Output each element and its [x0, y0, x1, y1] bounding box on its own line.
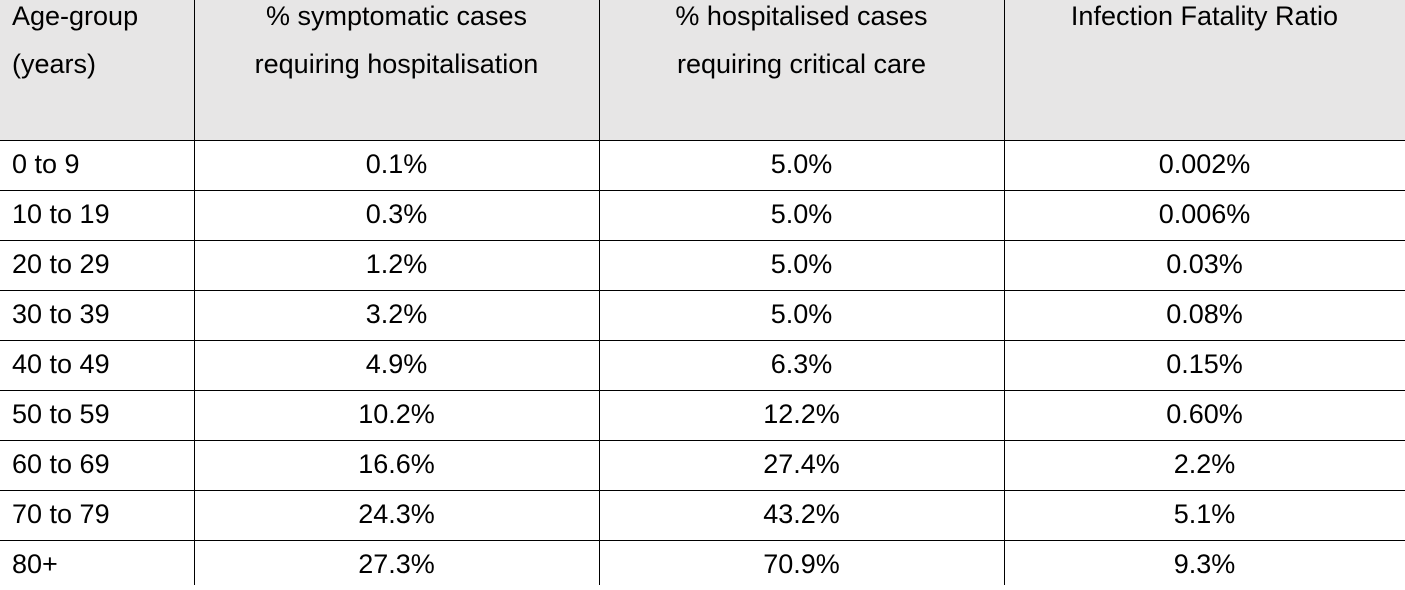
header-text: Age-group: [12, 1, 139, 31]
table-cell: 12.2%: [763, 399, 840, 429]
header-text: Infection Fatality Ratio: [1070, 1, 1339, 31]
table-cell: 6.3%: [770, 349, 833, 379]
table-cell: 0.1%: [365, 149, 428, 179]
table-cell: 2.2%: [1173, 449, 1236, 479]
table-cell: 70.9%: [763, 549, 840, 579]
table-cell: 10.2%: [358, 399, 435, 429]
table-cell: 0.03%: [1166, 249, 1243, 279]
header-text: % hospitalised cases: [675, 1, 928, 31]
row-label: 80+: [12, 549, 58, 579]
row-border: [0, 240, 1405, 241]
table-cell: 4.9%: [365, 349, 428, 379]
table-cell: 0.006%: [1158, 199, 1251, 229]
table-cell: 3.2%: [365, 299, 428, 329]
row-label: 70 to 79: [12, 499, 110, 529]
table-cell: 5.1%: [1173, 499, 1236, 529]
table-cell: 43.2%: [763, 499, 840, 529]
header-text: (years): [12, 49, 97, 79]
row-border: [0, 390, 1405, 391]
row-border: [0, 490, 1405, 491]
row-border: [0, 190, 1405, 191]
table-cell: 5.0%: [770, 149, 833, 179]
table-cell: 0.002%: [1158, 149, 1251, 179]
header-cell: % symptomatic cases requiring hospitalisa…: [194, 0, 599, 140]
row-border: [0, 140, 1405, 141]
header-cell: Age-group (years): [0, 0, 194, 140]
table-cell: 16.6%: [358, 449, 435, 479]
header-text: requiring critical care: [676, 49, 927, 79]
column-border: [1004, 0, 1005, 585]
table-cell: 0.15%: [1166, 349, 1243, 379]
table-cell: 1.2%: [365, 249, 428, 279]
table-cell: 27.3%: [358, 549, 435, 579]
row-label: 30 to 39: [12, 299, 110, 329]
row-border: [0, 290, 1405, 291]
row-label: 10 to 19: [12, 199, 110, 229]
row-label: 50 to 59: [12, 399, 110, 429]
table-cell: 5.0%: [770, 249, 833, 279]
row-label: 40 to 49: [12, 349, 110, 379]
header-text: requiring hospitalisation: [254, 49, 539, 79]
header-text: % symptomatic cases: [265, 1, 528, 31]
table-cell: 24.3%: [358, 499, 435, 529]
column-border: [194, 0, 195, 585]
table-cell: 5.0%: [770, 299, 833, 329]
table-cell: 5.0%: [770, 199, 833, 229]
row-border: [0, 540, 1405, 541]
table-cell: 27.4%: [763, 449, 840, 479]
row-label: 0 to 9: [12, 149, 80, 179]
table-cell: 0.3%: [365, 199, 428, 229]
row-label: 60 to 69: [12, 449, 110, 479]
column-border: [599, 0, 600, 585]
row-label: 20 to 29: [12, 249, 110, 279]
table-cell: 0.08%: [1166, 299, 1243, 329]
row-border: [0, 440, 1405, 441]
row-border: [0, 340, 1405, 341]
header-cell: Infection Fatality Ratio: [1004, 0, 1405, 140]
header-cell: % hospitalised cases requiring critical c…: [599, 0, 1004, 140]
table-cell: 9.3%: [1173, 549, 1236, 579]
table-cell: 0.60%: [1166, 399, 1243, 429]
